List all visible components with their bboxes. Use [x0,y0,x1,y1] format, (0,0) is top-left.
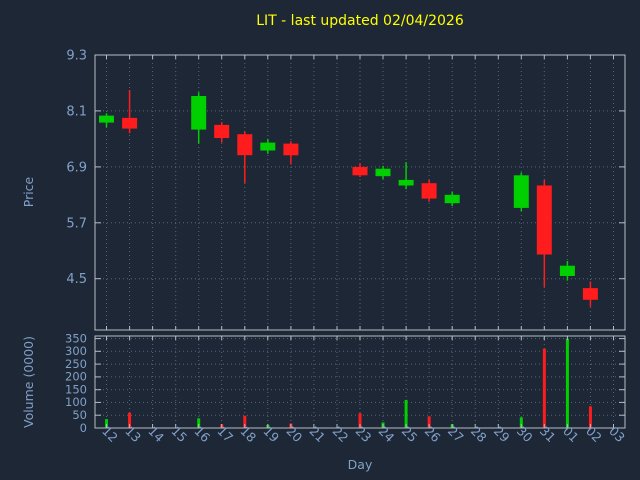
volume-tick-label: 100 [65,395,87,409]
day-tick-label: 25 [399,423,421,445]
candle-body [444,194,460,204]
price-tick-label: 5.7 [66,216,87,231]
chart-title: LIT - last updated 02/04/2026 [256,13,464,29]
day-tick-label: 23 [353,423,375,445]
day-tick-label: 20 [284,423,306,445]
candle-body [375,168,391,177]
day-tick-label: 19 [260,423,282,445]
day-tick-label: 24 [376,423,398,445]
day-tick-label: 28 [468,423,490,445]
day-tick-label: 01 [560,423,582,445]
price-tick-label: 9.3 [66,49,87,64]
candle-body [421,183,437,199]
day-tick-label: 15 [168,423,190,445]
candle-body [237,134,253,156]
day-axis-label: Day [348,457,373,472]
candle-body [582,288,598,300]
volume-tick-label: 250 [65,357,87,371]
volume-tick-label: 350 [65,331,87,345]
candle-body [559,265,575,276]
day-tick-label: 31 [537,423,559,445]
day-tick-label: 21 [307,423,329,445]
candle-body [122,117,138,129]
day-tick-label: 18 [237,423,259,445]
candle-body [352,166,368,176]
day-tick-label: 17 [214,423,236,445]
day-tick-label: 27 [445,423,467,445]
price-tick-label: 4.5 [66,272,87,287]
price-tick-label: 8.1 [66,104,87,119]
price-tick-label: 6.9 [66,160,87,175]
candle-body [214,124,230,138]
day-tick-label: 30 [514,423,536,445]
volume-tick-label: 0 [80,421,87,435]
candle-body [398,179,414,186]
candle-body [260,142,276,151]
candle-body [191,96,207,130]
price-axis-label: Price [21,176,36,207]
volume-tick-label: 200 [65,370,87,384]
candle-body [283,143,299,156]
day-tick-label: 02 [583,423,605,445]
candle-body [99,115,114,123]
volume-tick-label: 150 [65,383,87,397]
volume-axis-label: Volume (0000) [21,336,36,428]
day-tick-label: 22 [330,423,352,445]
day-tick-label: 29 [491,423,513,445]
candle-body [536,185,552,255]
volume-tick-label: 50 [72,408,87,422]
candle-body [513,175,529,208]
day-tick-label: 16 [191,423,213,445]
day-tick-label: 13 [122,423,144,445]
day-tick-label: 26 [422,423,444,445]
day-tick-label: 12 [99,423,121,445]
day-tick-label: 14 [145,423,167,445]
volume-tick-label: 300 [65,344,87,358]
